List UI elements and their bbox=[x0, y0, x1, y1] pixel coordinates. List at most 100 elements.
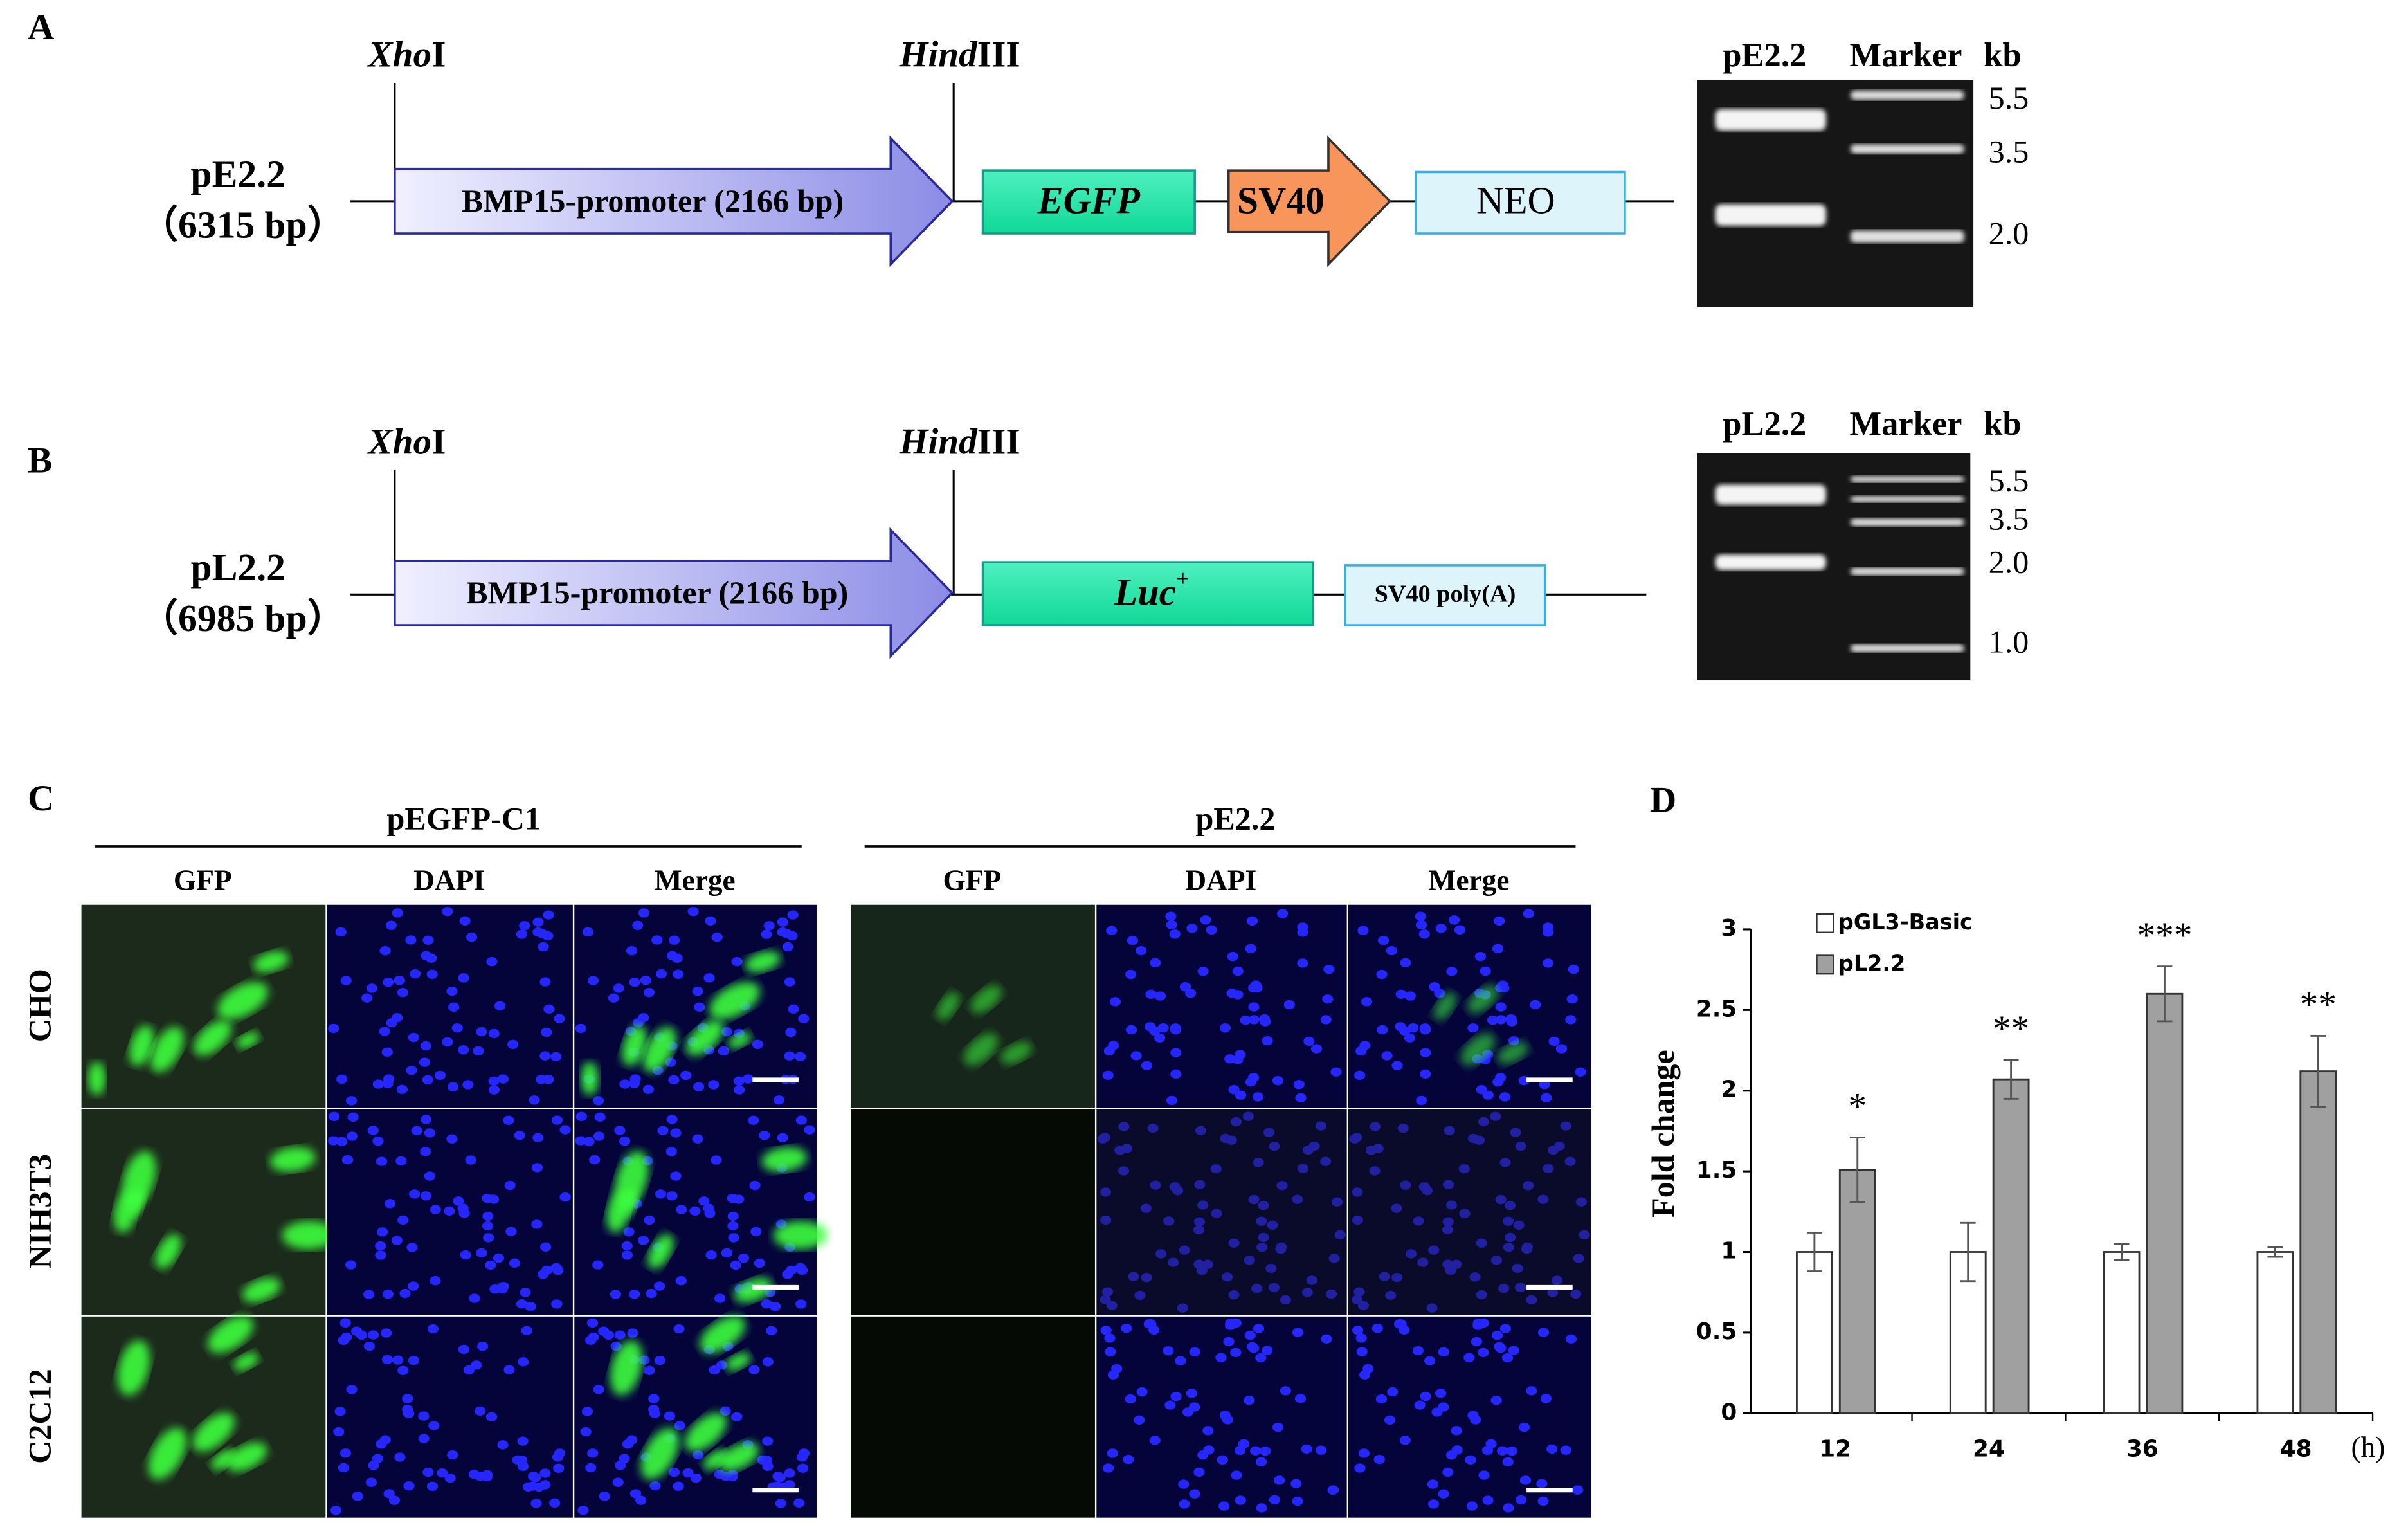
nucleus bbox=[1566, 994, 1578, 1004]
nucleus bbox=[382, 1289, 394, 1299]
x-tick-label: 24 bbox=[1973, 1436, 2005, 1463]
nucleus bbox=[577, 1506, 589, 1515]
nucleus bbox=[1277, 909, 1289, 918]
nucleus bbox=[1466, 1501, 1478, 1511]
nucleus bbox=[750, 1227, 762, 1236]
nucleus bbox=[786, 931, 798, 941]
nucleus bbox=[1482, 1495, 1494, 1505]
promoter-arrow bbox=[394, 135, 954, 268]
nucleus bbox=[585, 1335, 597, 1345]
nucleus bbox=[1426, 1303, 1438, 1313]
egfp-box bbox=[981, 169, 1196, 235]
marker-size: 3.5 bbox=[1989, 134, 2029, 170]
nucleus bbox=[1355, 1333, 1367, 1343]
nucleus bbox=[775, 1499, 787, 1508]
nucleus bbox=[1290, 1479, 1302, 1488]
nucleus bbox=[1445, 1200, 1458, 1210]
nucleus bbox=[622, 1439, 634, 1449]
nucleus bbox=[520, 1288, 531, 1297]
nucleus bbox=[1579, 1230, 1590, 1240]
gfp-cell bbox=[709, 982, 760, 1019]
nucleus bbox=[420, 1115, 432, 1124]
nucleus bbox=[1100, 1215, 1112, 1225]
nucleus bbox=[734, 1085, 745, 1095]
nucleus bbox=[1297, 927, 1308, 937]
nucleus bbox=[668, 935, 680, 945]
nucleus bbox=[1391, 1272, 1403, 1283]
nucleus bbox=[1369, 1166, 1381, 1176]
nucleus bbox=[1478, 1117, 1490, 1127]
plasmid-name: pE2.2 bbox=[190, 153, 285, 196]
nucleus bbox=[403, 1481, 415, 1491]
nucleus bbox=[1134, 1415, 1145, 1425]
legend-swatch bbox=[1816, 913, 1834, 933]
nucleus bbox=[346, 1131, 358, 1141]
nucleus bbox=[648, 1394, 660, 1403]
legend-label: pGL3-Basic bbox=[1838, 909, 1973, 935]
significance: * bbox=[1848, 1086, 1867, 1127]
marker-band bbox=[1851, 496, 1964, 502]
nucleus bbox=[517, 1436, 529, 1446]
nucleus bbox=[1127, 935, 1138, 945]
nucleus bbox=[1564, 1156, 1576, 1166]
nucleus bbox=[1387, 1387, 1399, 1397]
nucleus bbox=[1141, 1272, 1152, 1283]
nucleus bbox=[1505, 1232, 1516, 1243]
cell-line-label: C2C12 bbox=[21, 1369, 57, 1464]
nucleus bbox=[1359, 1041, 1371, 1050]
nucleus bbox=[1510, 1128, 1521, 1137]
nucleus bbox=[1361, 997, 1373, 1007]
nucleus bbox=[1232, 1055, 1244, 1064]
site-plain: III bbox=[977, 35, 1020, 75]
nucleus bbox=[1189, 1347, 1200, 1357]
nucleus bbox=[1211, 1209, 1222, 1218]
nucleus bbox=[1428, 1499, 1440, 1509]
nucleus bbox=[798, 1448, 810, 1458]
nucleus bbox=[1526, 1386, 1537, 1396]
nucleus bbox=[1104, 1333, 1116, 1343]
nucleus bbox=[1106, 926, 1118, 936]
nucleus bbox=[1274, 1475, 1285, 1485]
nucleus bbox=[448, 1002, 460, 1012]
channel-label: DAPI bbox=[1185, 864, 1256, 897]
nucleus bbox=[1248, 1194, 1260, 1205]
nucleus bbox=[1223, 1337, 1235, 1347]
nucleus bbox=[421, 951, 432, 960]
nucleus bbox=[1408, 1023, 1419, 1033]
nucleus bbox=[1420, 1391, 1431, 1402]
nucleus bbox=[1497, 1446, 1508, 1456]
nucleus bbox=[1502, 1457, 1514, 1466]
nucleus bbox=[1478, 1470, 1490, 1480]
nucleus bbox=[1246, 916, 1258, 926]
nucleus bbox=[1265, 1263, 1277, 1274]
nucleus bbox=[1149, 1026, 1161, 1036]
nucleus bbox=[1218, 1501, 1230, 1511]
channel-label: Merge bbox=[655, 864, 736, 897]
nucleus bbox=[1100, 1326, 1112, 1335]
panel-label: C bbox=[28, 778, 54, 819]
nucleus bbox=[1428, 1245, 1440, 1255]
error-bar bbox=[1960, 1221, 1976, 1283]
nucleus bbox=[1494, 916, 1505, 926]
nucleus bbox=[1399, 1026, 1411, 1036]
gfp-cell bbox=[217, 982, 268, 1019]
nucleus bbox=[698, 1196, 710, 1206]
marker-size: 5.5 bbox=[1989, 462, 2029, 498]
channel-label: GFP bbox=[174, 864, 232, 897]
nucleus bbox=[593, 1096, 604, 1106]
nucleus bbox=[1248, 1002, 1260, 1012]
nucleus bbox=[1269, 1141, 1280, 1151]
nucleus bbox=[727, 1472, 738, 1482]
nucleus bbox=[1165, 911, 1177, 921]
nucleus bbox=[1293, 1080, 1305, 1090]
nucleus bbox=[1536, 1479, 1548, 1488]
nucleus bbox=[483, 1233, 494, 1243]
nucleus bbox=[1480, 966, 1491, 976]
nucleus bbox=[1499, 1158, 1511, 1167]
nucleus bbox=[383, 1074, 395, 1084]
nucleus bbox=[1537, 1496, 1549, 1506]
nucleus bbox=[394, 976, 405, 985]
nucleus bbox=[409, 969, 421, 979]
nucleus bbox=[589, 1155, 601, 1165]
nucleus bbox=[418, 1411, 430, 1421]
